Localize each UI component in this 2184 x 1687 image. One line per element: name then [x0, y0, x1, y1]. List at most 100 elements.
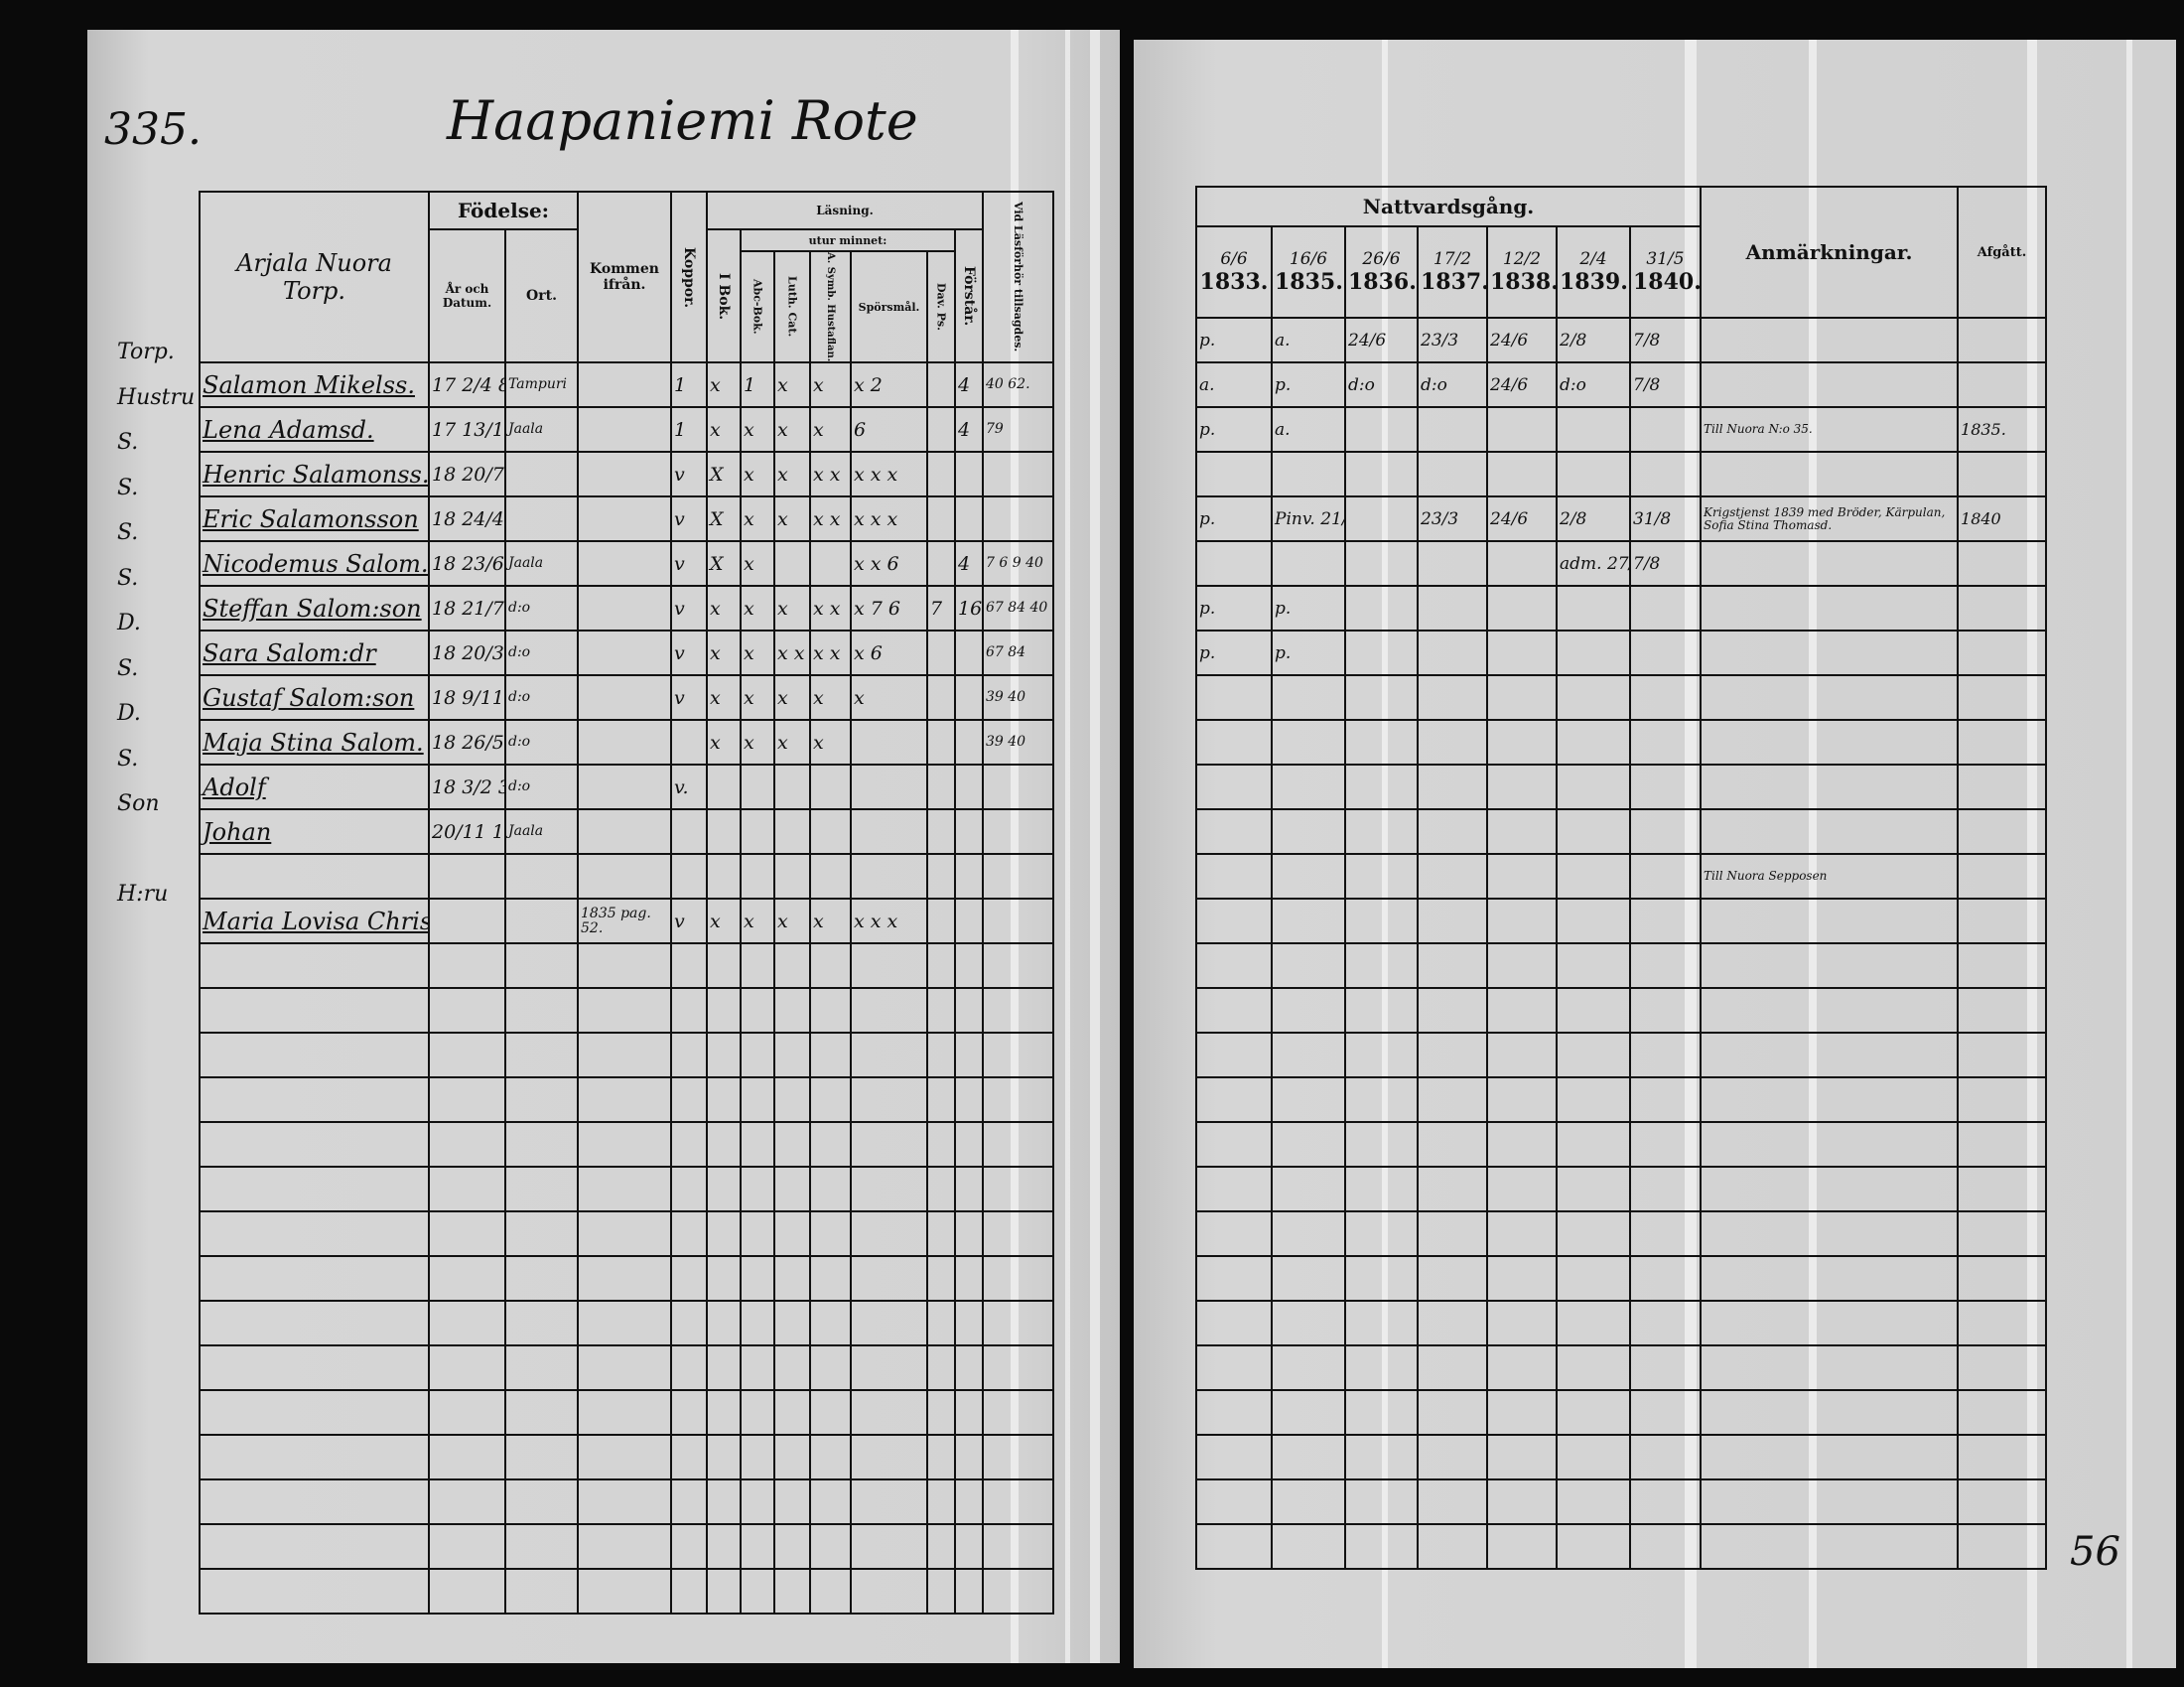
cell-abc: 1 — [740, 361, 775, 409]
blank-cell — [1628, 1478, 1703, 1525]
blank-cell — [577, 1166, 672, 1213]
blank-cell — [1195, 898, 1273, 944]
cell-abc — [740, 853, 775, 901]
blank-cell — [1195, 1210, 1273, 1257]
blank-cell — [1628, 1344, 1703, 1391]
header-forstar: Förstår. — [954, 227, 984, 364]
afgatt-cell — [1957, 451, 2048, 497]
blank-cell — [1195, 1255, 1273, 1302]
communion-cell — [1628, 808, 1703, 855]
cell-vid: 67 84 40 — [982, 585, 1054, 633]
blank-cell — [504, 1210, 579, 1258]
blank-cell — [982, 1300, 1054, 1347]
communion-cell — [1556, 451, 1631, 497]
blank-cell — [1417, 1434, 1488, 1480]
cell-from — [577, 406, 672, 454]
blank-row — [1195, 1076, 2048, 1123]
communion-cell — [1195, 808, 1273, 855]
blank-cell — [504, 1389, 579, 1437]
blank-cell — [1628, 1210, 1703, 1257]
cell-place: Jaala — [504, 406, 579, 454]
blank-cell — [982, 1523, 1054, 1571]
blank-cell — [1700, 1389, 1960, 1436]
cell-ibok — [706, 853, 742, 901]
afgatt-cell: 1835. — [1957, 406, 2048, 453]
blank-cell — [1195, 1032, 1273, 1078]
blank-cell — [1556, 1166, 1631, 1212]
communion-cell — [1344, 540, 1419, 587]
cell-ibok: x — [706, 406, 742, 454]
cell-abc: x — [740, 630, 775, 677]
cell-koppor: v. — [670, 764, 708, 811]
communion-cell — [1556, 630, 1631, 676]
cell-symb — [809, 540, 852, 588]
communion-cell: p. — [1195, 406, 1273, 453]
cell-place: Tampuri — [504, 361, 579, 409]
blank-cell — [1628, 1389, 1703, 1436]
communion-cell: p. — [1271, 630, 1346, 676]
blank-cell — [1417, 1076, 1488, 1123]
cell-koppor: v — [670, 451, 708, 498]
cell-name: Adolf — [199, 764, 430, 811]
blank-cell — [926, 987, 956, 1035]
blank-cell — [1700, 1523, 1960, 1570]
blank-cell — [1195, 942, 1273, 989]
blank-cell — [1628, 1166, 1703, 1212]
cell-abc: x — [740, 451, 775, 498]
blank-cell — [1344, 898, 1419, 944]
communion-cell: a. — [1195, 361, 1273, 408]
blank-cell — [1486, 1210, 1558, 1257]
blank-cell — [1344, 1032, 1419, 1078]
blank-cell — [1417, 1389, 1488, 1436]
cell-ibok: x — [706, 898, 742, 945]
blank-cell — [954, 987, 984, 1035]
communion-row: p. a. 24/6 23/3 24/6 2/8 7/8 — [1195, 317, 2048, 363]
header-year: 12/2 1838. — [1486, 225, 1558, 319]
blank-cell — [740, 1434, 775, 1481]
blank-cell — [773, 1210, 811, 1258]
blank-cell — [926, 1300, 956, 1347]
page-number: 335. — [104, 104, 202, 155]
communion-cell — [1271, 808, 1346, 855]
blank-cell — [850, 1166, 928, 1213]
cell-from — [577, 361, 672, 409]
blank-cell — [1195, 1478, 1273, 1525]
blank-cell — [670, 1523, 708, 1571]
blank-cell — [670, 1121, 708, 1169]
header-dav-ps: Dav. Ps. — [926, 249, 956, 364]
blank-cell — [1628, 1523, 1703, 1570]
blank-cell — [954, 1478, 984, 1526]
blank-row — [199, 1300, 1054, 1347]
blank-cell — [504, 1434, 579, 1481]
blank-cell — [982, 1255, 1054, 1303]
blank-cell — [982, 987, 1054, 1035]
cell-ibok: X — [706, 495, 742, 543]
blank-cell — [1556, 1121, 1631, 1168]
header-fodelse: Födelse: — [428, 191, 579, 230]
cell-name: Henric Salamonss. — [199, 451, 430, 498]
note-cell — [1700, 808, 1960, 855]
blank-cell — [706, 942, 742, 990]
cell-birth: 18 20/3 25 — [428, 630, 506, 677]
blank-row — [199, 942, 1054, 990]
cell-symb — [809, 764, 852, 811]
blank-cell — [199, 1389, 430, 1437]
blank-cell — [428, 1389, 506, 1437]
blank-cell — [1417, 942, 1488, 989]
cell-birth — [428, 853, 506, 901]
cell-symb — [809, 853, 852, 901]
communion-cell — [1628, 719, 1703, 766]
blank-cell — [577, 1121, 672, 1169]
cell-vid — [982, 495, 1054, 543]
blank-cell — [1700, 1255, 1960, 1302]
header-year: 6/6 1833. — [1195, 225, 1273, 319]
communion-row — [1195, 719, 2048, 766]
blank-cell — [504, 1121, 579, 1169]
blank-cell — [706, 1121, 742, 1169]
blank-cell — [850, 1344, 928, 1392]
cell-symb: x x — [809, 585, 852, 633]
blank-cell — [1417, 1032, 1488, 1078]
communion-row: adm. 27/77/8 — [1195, 540, 2048, 587]
